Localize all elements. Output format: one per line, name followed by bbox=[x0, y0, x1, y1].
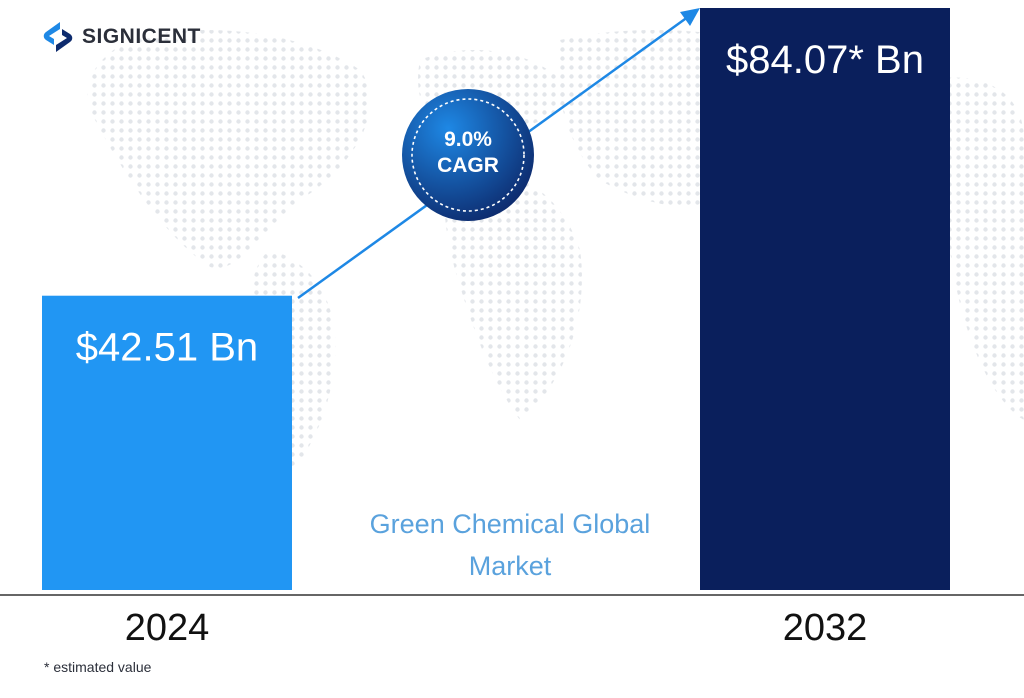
bar-2032 bbox=[700, 8, 950, 590]
cagr-label: CAGR bbox=[437, 154, 499, 177]
market-label-line1: Green Chemical Global bbox=[370, 509, 651, 539]
x-tick-2032: 2032 bbox=[783, 607, 868, 649]
value-label-2024: $42.51 Bn bbox=[76, 326, 258, 370]
market-label-line2: Market bbox=[469, 551, 552, 581]
cagr-badge: 9.0% CAGR bbox=[402, 89, 534, 221]
bars-layer: $42.51 Bn 2024 $84.07* Bn 2032 bbox=[42, 8, 950, 649]
brand-name: SIGNICENT bbox=[82, 25, 201, 48]
signicent-s-icon bbox=[43, 22, 73, 52]
x-tick-2024: 2024 bbox=[125, 607, 210, 649]
cagr-percent: 9.0% bbox=[444, 128, 492, 151]
value-label-2032: $84.07* Bn bbox=[726, 38, 924, 82]
trend-arrow-head bbox=[680, 8, 700, 26]
bar-2024 bbox=[42, 295, 292, 590]
brand-logo: SIGNICENT bbox=[40, 20, 201, 54]
footnote: * estimated value bbox=[44, 659, 152, 675]
